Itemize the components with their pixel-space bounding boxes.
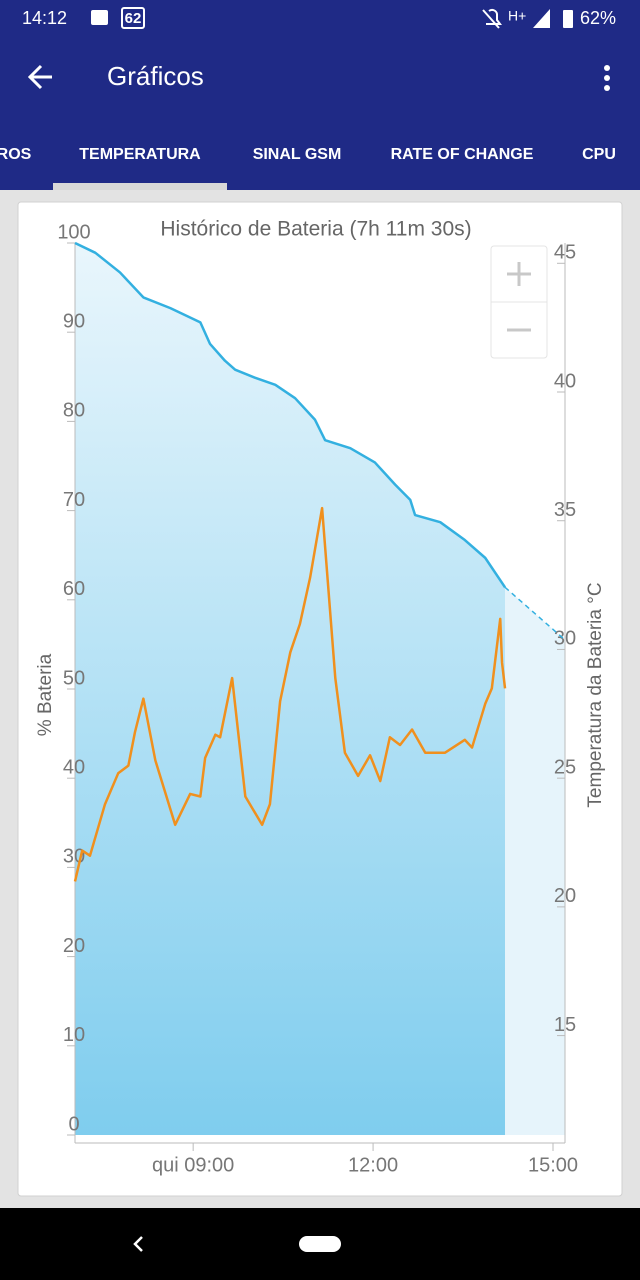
back-button[interactable]	[27, 64, 52, 90]
y-tick-label: 20	[63, 935, 85, 957]
y2-tick-label: 15	[554, 1014, 576, 1036]
chart: Histórico de Bateria (7h 11m 30s) % Bater…	[35, 218, 606, 1177]
y2-tick-label: 25	[554, 756, 576, 778]
y2-tick-label: 45	[554, 242, 576, 264]
y-tick-label: 80	[63, 400, 85, 422]
y-tick-label: 60	[63, 578, 85, 600]
tab[interactable]: SINAL GSM	[253, 146, 342, 163]
zoom-in[interactable]	[507, 262, 531, 286]
image-icon	[91, 10, 108, 25]
projection-line	[504, 586, 566, 641]
app-title: Gráficos	[107, 61, 204, 91]
tab-indicator	[53, 183, 227, 190]
tab[interactable]: TEMPERATURA	[79, 146, 201, 163]
series-line	[74, 241, 507, 589]
y-tick-label: 90	[63, 310, 85, 332]
status-battery: 62%	[580, 8, 616, 28]
overflow-menu[interactable]	[604, 65, 610, 91]
nav-back[interactable]	[133, 1236, 143, 1252]
x-tick-label: 12:00	[348, 1154, 398, 1176]
battery-icon	[563, 10, 573, 28]
y2-axis-label: Temperatura da Bateria °C	[585, 582, 606, 807]
area-fill	[505, 587, 565, 1135]
mute-icon	[482, 8, 502, 29]
tab[interactable]: RATE OF CHANGE	[391, 146, 534, 163]
y-tick-label: 10	[63, 1024, 85, 1046]
y2-tick-label: 20	[554, 885, 576, 907]
chart-title: Histórico de Bateria (7h 11m 30s)	[160, 218, 471, 241]
status-time: 14:12	[22, 8, 67, 28]
nav-home[interactable]	[299, 1236, 341, 1252]
y-tick-label: 0	[68, 1113, 79, 1135]
y2-tick-label: 35	[554, 499, 576, 521]
tab[interactable]: CPU	[582, 146, 616, 163]
x-tick-label: 15:00	[528, 1154, 578, 1176]
signal-icon	[533, 9, 550, 28]
area-fill	[75, 243, 506, 1135]
status-badge: 62	[125, 10, 142, 27]
y2-tick-label: 30	[554, 628, 576, 650]
badge-frame	[121, 7, 145, 29]
tab[interactable]: ROS	[0, 146, 32, 163]
header-background	[0, 0, 640, 190]
tab-bar: ROS TEMPERATURA SINAL GSM RATE OF CHANGE CPU	[0, 146, 616, 190]
series-line	[73, 506, 507, 882]
y2-tick-label: 40	[554, 370, 576, 392]
x-tick-label: qui 09:00	[152, 1154, 234, 1176]
y-tick-label: 40	[63, 756, 85, 778]
y-tick-label: 50	[63, 667, 85, 689]
y-tick-label: 70	[63, 489, 85, 511]
y-axis-label: % Bateria	[35, 653, 56, 736]
status-network: H+	[508, 8, 526, 24]
y-tick-label: 100	[57, 221, 90, 243]
